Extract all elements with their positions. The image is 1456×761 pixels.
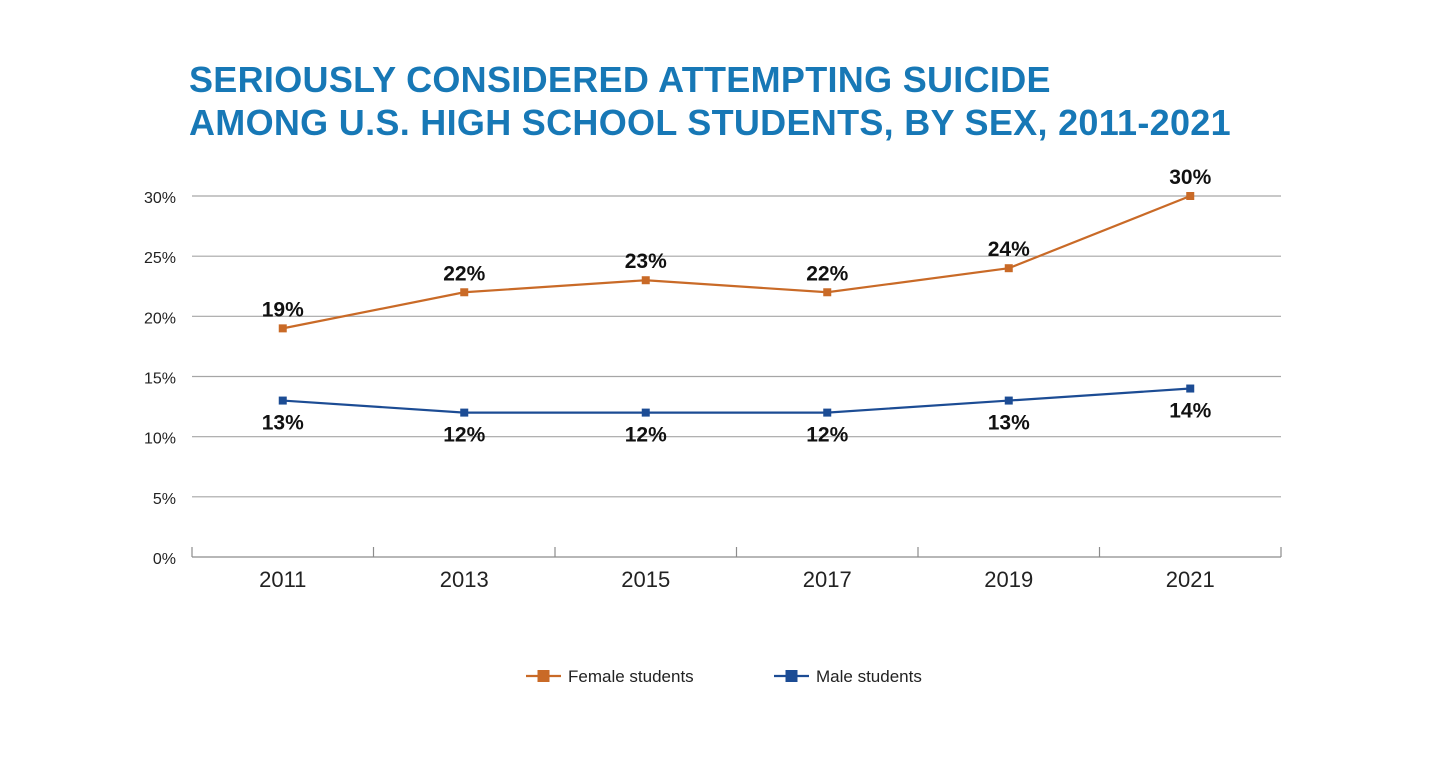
data-labels: 19% 22% 23% 22% 24% 30% 13% 12% 12% 12% 13% 14% [262,166,1212,447]
data-label: 19% [262,298,304,321]
y-axis-labels: 0% 5% 10% 15% 20% 25% 30% [144,190,176,568]
x-axis-labels: 2011 2013 2015 2017 2019 2021 [259,567,1215,592]
data-label: 22% [443,262,485,285]
y-tick-label: 15% [144,371,176,388]
legend-label: Female students [568,667,694,686]
y-tick-label: 30% [144,190,176,207]
series-line-female [282,194,1191,330]
data-label: 12% [625,424,667,447]
chart-title-line-1: SERIOUSLY CONSIDERED ATTEMPTING SUICIDE [189,59,1051,100]
data-label: 14% [1169,400,1211,423]
data-point-marker [641,276,650,285]
x-tick-label: 2011 [259,567,306,592]
data-point-marker [823,408,832,417]
data-point-marker [460,288,469,297]
legend: Female students Male students [526,667,922,686]
data-point-marker [1004,396,1013,405]
data-label: 12% [443,424,485,447]
data-point-marker [823,288,832,297]
x-tick-label: 2013 [440,567,489,592]
legend-marker [785,670,798,682]
y-tick-label: 25% [144,250,176,267]
data-point-marker [641,408,650,417]
x-tick-label: 2015 [621,567,670,592]
data-point-marker [1004,264,1013,273]
legend-marker [537,670,550,682]
x-tick-label: 2021 [1166,567,1215,592]
y-tick-label: 20% [144,310,176,327]
data-label: 23% [625,250,667,273]
data-label: 24% [988,238,1030,261]
data-label: 13% [988,412,1030,435]
data-label: 30% [1169,166,1211,189]
legend-item-female: Female students [526,667,694,686]
data-point-marker [1186,192,1195,200]
data-point-marker [1186,384,1195,393]
chart-title-line-2: AMONG U.S. HIGH SCHOOL STUDENTS, BY SEX,… [189,102,1231,144]
y-tick-label: 5% [153,491,176,508]
legend-label: Male students [816,667,922,686]
chart-title: SERIOUSLY CONSIDERED ATTEMPTING SUICIDE … [189,58,1231,144]
data-label: 13% [262,412,304,435]
grid-lines [192,195,1281,498]
series-line-male [282,387,1191,414]
x-tick-label: 2019 [984,567,1033,592]
data-point-marker [460,408,469,417]
y-tick-label: 0% [153,551,176,568]
data-label: 22% [806,262,848,285]
data-label: 12% [806,424,848,447]
y-tick-label: 10% [144,431,176,448]
data-point-marker [278,396,287,405]
x-axis [191,547,1282,558]
x-tick-label: 2017 [803,567,852,592]
legend-item-male: Male students [774,667,922,686]
data-point-marker [278,324,287,333]
series-lines [278,192,1195,417]
